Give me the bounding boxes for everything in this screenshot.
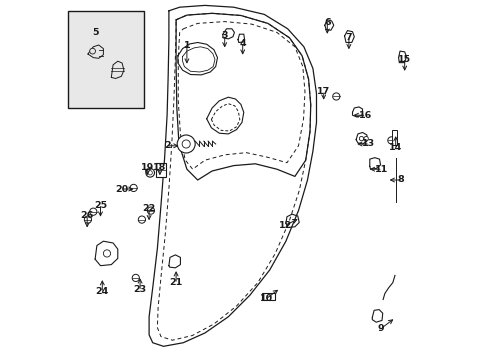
Text: 13: 13 bbox=[362, 139, 374, 148]
Circle shape bbox=[89, 48, 95, 54]
Text: 18: 18 bbox=[153, 163, 166, 172]
Bar bbox=[261, 293, 275, 300]
Text: 6: 6 bbox=[324, 18, 330, 27]
Text: 8: 8 bbox=[397, 175, 404, 184]
Text: 22: 22 bbox=[142, 204, 155, 213]
Circle shape bbox=[182, 140, 190, 148]
Text: 11: 11 bbox=[374, 165, 387, 174]
Circle shape bbox=[132, 274, 139, 282]
Circle shape bbox=[177, 135, 195, 153]
Bar bbox=[391, 130, 396, 145]
Circle shape bbox=[130, 184, 137, 192]
Circle shape bbox=[147, 207, 154, 214]
Circle shape bbox=[363, 136, 367, 141]
Text: 20: 20 bbox=[115, 184, 128, 194]
Circle shape bbox=[359, 136, 363, 141]
Circle shape bbox=[89, 208, 97, 215]
Circle shape bbox=[148, 171, 152, 175]
Circle shape bbox=[138, 216, 145, 223]
Circle shape bbox=[387, 137, 394, 144]
Text: 25: 25 bbox=[94, 201, 107, 210]
Text: 4: 4 bbox=[239, 39, 245, 48]
Bar bbox=[156, 163, 166, 177]
Text: 12: 12 bbox=[279, 220, 292, 230]
Text: 14: 14 bbox=[388, 143, 402, 152]
Text: 3: 3 bbox=[221, 31, 227, 40]
Text: 5: 5 bbox=[92, 28, 98, 37]
Circle shape bbox=[103, 250, 110, 257]
Text: 10: 10 bbox=[259, 294, 272, 303]
Text: 26: 26 bbox=[81, 211, 94, 220]
Text: 21: 21 bbox=[169, 278, 183, 287]
Text: 15: 15 bbox=[397, 55, 410, 64]
Text: 19: 19 bbox=[141, 163, 154, 172]
Circle shape bbox=[332, 93, 339, 100]
Text: 1: 1 bbox=[183, 40, 190, 49]
Text: 23: 23 bbox=[133, 285, 146, 294]
Circle shape bbox=[84, 216, 91, 223]
Bar bbox=[68, 11, 143, 108]
Text: 9: 9 bbox=[377, 324, 384, 333]
Text: 16: 16 bbox=[358, 111, 371, 120]
Circle shape bbox=[145, 168, 154, 177]
Text: 2: 2 bbox=[163, 141, 170, 150]
Text: 7: 7 bbox=[345, 33, 351, 42]
Text: 17: 17 bbox=[316, 87, 330, 96]
Text: 24: 24 bbox=[96, 287, 109, 296]
